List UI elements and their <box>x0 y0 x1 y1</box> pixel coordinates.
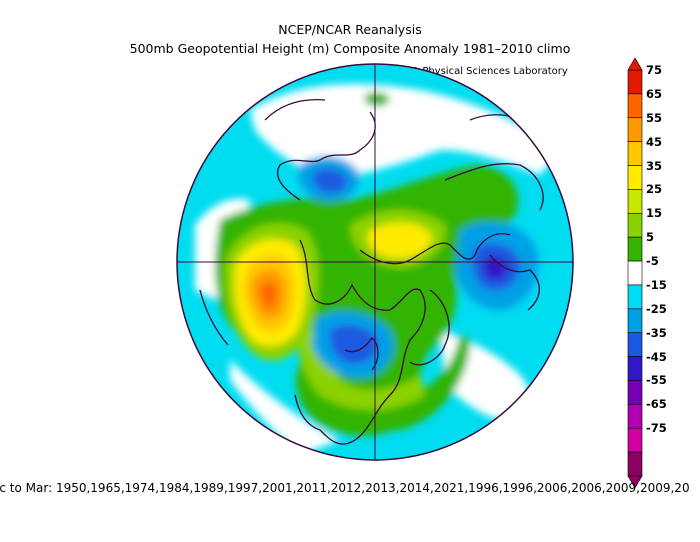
colorbar-tick-label: -5 <box>646 254 659 269</box>
colorbar-tick-label: 45 <box>646 134 663 149</box>
colorbar-tick-label: 25 <box>646 182 663 197</box>
colorbar-max-arrow <box>627 57 643 71</box>
colorbar-tick-label: 5 <box>646 230 655 245</box>
colorbar-tick-label: -45 <box>646 349 667 364</box>
colorbar-cell <box>627 165 643 190</box>
colorbar-tick-label: 75 <box>646 63 663 77</box>
colorbar-tick-label: -65 <box>646 397 667 412</box>
colorbar-cell <box>627 427 643 453</box>
colorbar-cell <box>627 69 643 95</box>
colorbar-cell <box>627 404 643 429</box>
colorbar-cell <box>627 236 643 262</box>
coastlines <box>199 99 544 445</box>
colorbar-tick-label: 65 <box>646 86 663 101</box>
anomaly-shading <box>195 84 560 455</box>
colorbar-tick-label: -25 <box>646 301 667 316</box>
colorbar-tick-label: -55 <box>646 373 667 388</box>
colorbar-cell <box>627 356 643 381</box>
colorbar-cell <box>627 260 643 286</box>
colorbar-tick-label: -15 <box>646 277 667 292</box>
colorbar-cell <box>627 212 643 238</box>
colorbar-cell <box>627 117 643 142</box>
colorbar-tick-label: -35 <box>646 325 667 340</box>
colorbar-cell <box>627 308 643 334</box>
colorbar-cell <box>627 93 643 119</box>
lab-credit: NOAA Physical Sciences Laboratory <box>390 66 568 77</box>
colorbar-cell <box>627 332 643 357</box>
map-subtitle: 500mb Geopotential Height (m) Composite … <box>129 41 571 56</box>
colorbar-cell <box>627 451 643 477</box>
colorbar-tick-label: 15 <box>646 206 663 221</box>
composite-years: ec to Mar: 1950,1965,1974,1984,1989,1997… <box>0 481 690 495</box>
map-boundary <box>176 63 574 461</box>
map-title: NCEP/NCAR Reanalysis <box>278 22 422 37</box>
colorbar-tick-label: 35 <box>646 158 663 173</box>
colorbar-cell <box>627 141 643 166</box>
colorbar-min-arrow <box>627 475 643 489</box>
colorbar-tick-label: -75 <box>646 421 667 436</box>
colorbar-cell <box>627 284 643 310</box>
colorbar-cell <box>627 189 643 214</box>
colorbar-cell <box>627 380 643 405</box>
colorbar-tick-label: 55 <box>646 110 663 125</box>
